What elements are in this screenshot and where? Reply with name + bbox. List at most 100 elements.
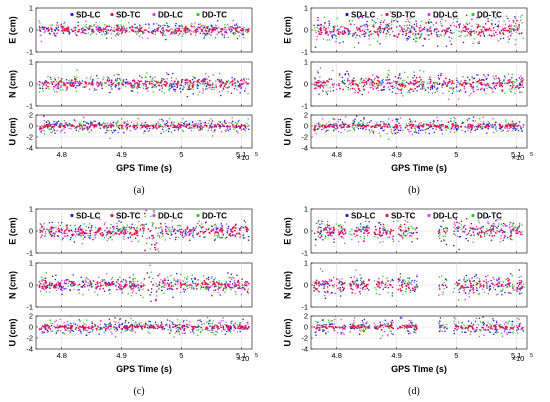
data-point [55, 226, 57, 229]
data-point [493, 33, 495, 35]
data-point [183, 291, 185, 293]
data-point [100, 83, 102, 85]
data-point [399, 129, 402, 131]
data-point [88, 82, 91, 84]
data-point [203, 78, 206, 81]
data-point [401, 85, 404, 88]
data-point [336, 29, 338, 32]
data-point [399, 77, 402, 80]
data-point [191, 121, 194, 124]
data-point [316, 70, 319, 72]
data-point [215, 80, 217, 82]
data-point [389, 10, 392, 13]
data-point [515, 39, 517, 41]
data-point [516, 19, 518, 22]
data-point [443, 80, 445, 82]
data-point [152, 85, 154, 88]
data-point [235, 285, 237, 288]
data-point [113, 30, 116, 33]
data-point [43, 119, 45, 122]
data-point [173, 32, 176, 34]
data-point [434, 81, 437, 84]
data-point [230, 273, 233, 276]
data-point [232, 124, 235, 127]
data-point [116, 227, 118, 230]
data-point [236, 283, 238, 286]
data-point [435, 28, 438, 31]
data-point [482, 30, 485, 33]
data-point [374, 77, 376, 79]
data-point [170, 131, 173, 134]
data-point [464, 126, 466, 128]
panel-caption: (a) [133, 185, 144, 196]
data-point [357, 42, 360, 44]
data-point [48, 282, 51, 284]
data-point [91, 121, 94, 124]
data-point [160, 226, 162, 228]
data-point [139, 124, 142, 127]
data-point [497, 25, 500, 28]
data-point [117, 230, 120, 232]
data-point [504, 119, 507, 121]
data-point [208, 79, 211, 82]
data-point [102, 284, 104, 286]
data-point [321, 128, 323, 131]
data-point [487, 123, 489, 126]
data-point [231, 283, 234, 285]
data-point [520, 19, 522, 22]
data-point [333, 33, 335, 36]
data-point [169, 28, 172, 31]
data-point [237, 125, 240, 128]
data-point [162, 83, 165, 85]
y-tick-label: 0 [29, 227, 33, 236]
data-point [381, 82, 383, 84]
data-point [90, 282, 93, 285]
data-point [139, 288, 141, 290]
data-point [415, 40, 417, 43]
data-point [179, 291, 182, 294]
data-point [522, 124, 525, 126]
data-point [241, 287, 243, 290]
data-point [455, 123, 457, 125]
data-point [227, 36, 229, 39]
data-point [187, 88, 190, 91]
data-point [423, 87, 425, 90]
data-point [50, 27, 53, 29]
data-point [56, 32, 58, 34]
data-point [343, 30, 346, 33]
data-point [503, 82, 506, 84]
data-point [426, 82, 429, 84]
data-point [463, 88, 465, 90]
y-tick-label: 0 [304, 26, 308, 35]
data-point [485, 84, 487, 87]
data-point [170, 274, 172, 277]
data-point [386, 26, 388, 29]
data-point [223, 36, 226, 38]
legend-label-dd-tc: DD-TC [202, 11, 227, 20]
data-point [465, 14, 468, 16]
data-point [377, 34, 380, 36]
data-point [351, 35, 354, 37]
data-point [460, 80, 462, 83]
data-point [63, 282, 66, 284]
data-point [99, 288, 101, 290]
data-point [152, 235, 155, 237]
data-point [76, 125, 79, 128]
data-point [174, 28, 177, 31]
data-point [117, 286, 120, 288]
data-point [144, 249, 146, 252]
data-point [66, 323, 68, 326]
data-point [38, 20, 40, 22]
data-point [363, 81, 365, 84]
data-point [138, 81, 141, 83]
data-point [77, 84, 79, 87]
data-point [507, 41, 510, 43]
data-point [313, 87, 316, 90]
data-point [363, 125, 366, 128]
data-point [178, 125, 181, 128]
data-point [56, 286, 58, 289]
data-point [393, 128, 396, 130]
data-point [74, 29, 77, 32]
data-point [138, 83, 141, 85]
data-point [451, 80, 454, 82]
